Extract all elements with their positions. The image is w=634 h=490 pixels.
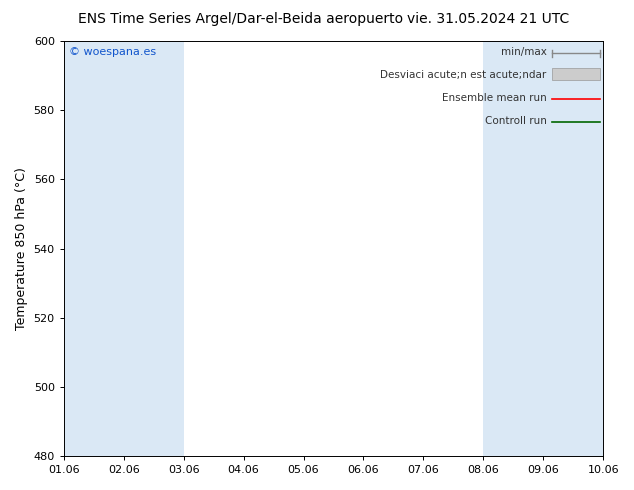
Text: min/max: min/max (501, 47, 547, 57)
Bar (64, 41, 124, 456)
Bar (124, 41, 184, 456)
Text: ENS Time Series Argel/Dar-el-Beida aeropuerto: ENS Time Series Argel/Dar-el-Beida aerop… (79, 12, 403, 26)
Text: © woespana.es: © woespana.es (69, 47, 157, 57)
Bar (552, 68, 600, 80)
Bar (483, 41, 543, 456)
Bar (543, 41, 603, 456)
Y-axis label: Temperature 850 hPa (°C): Temperature 850 hPa (°C) (15, 167, 28, 330)
Text: Controll run: Controll run (484, 116, 547, 126)
Text: Desviaci acute;n est acute;ndar: Desviaci acute;n est acute;ndar (380, 70, 547, 80)
Text: Ensemble mean run: Ensemble mean run (442, 93, 547, 103)
Text: vie. 31.05.2024 21 UTC: vie. 31.05.2024 21 UTC (407, 12, 569, 26)
